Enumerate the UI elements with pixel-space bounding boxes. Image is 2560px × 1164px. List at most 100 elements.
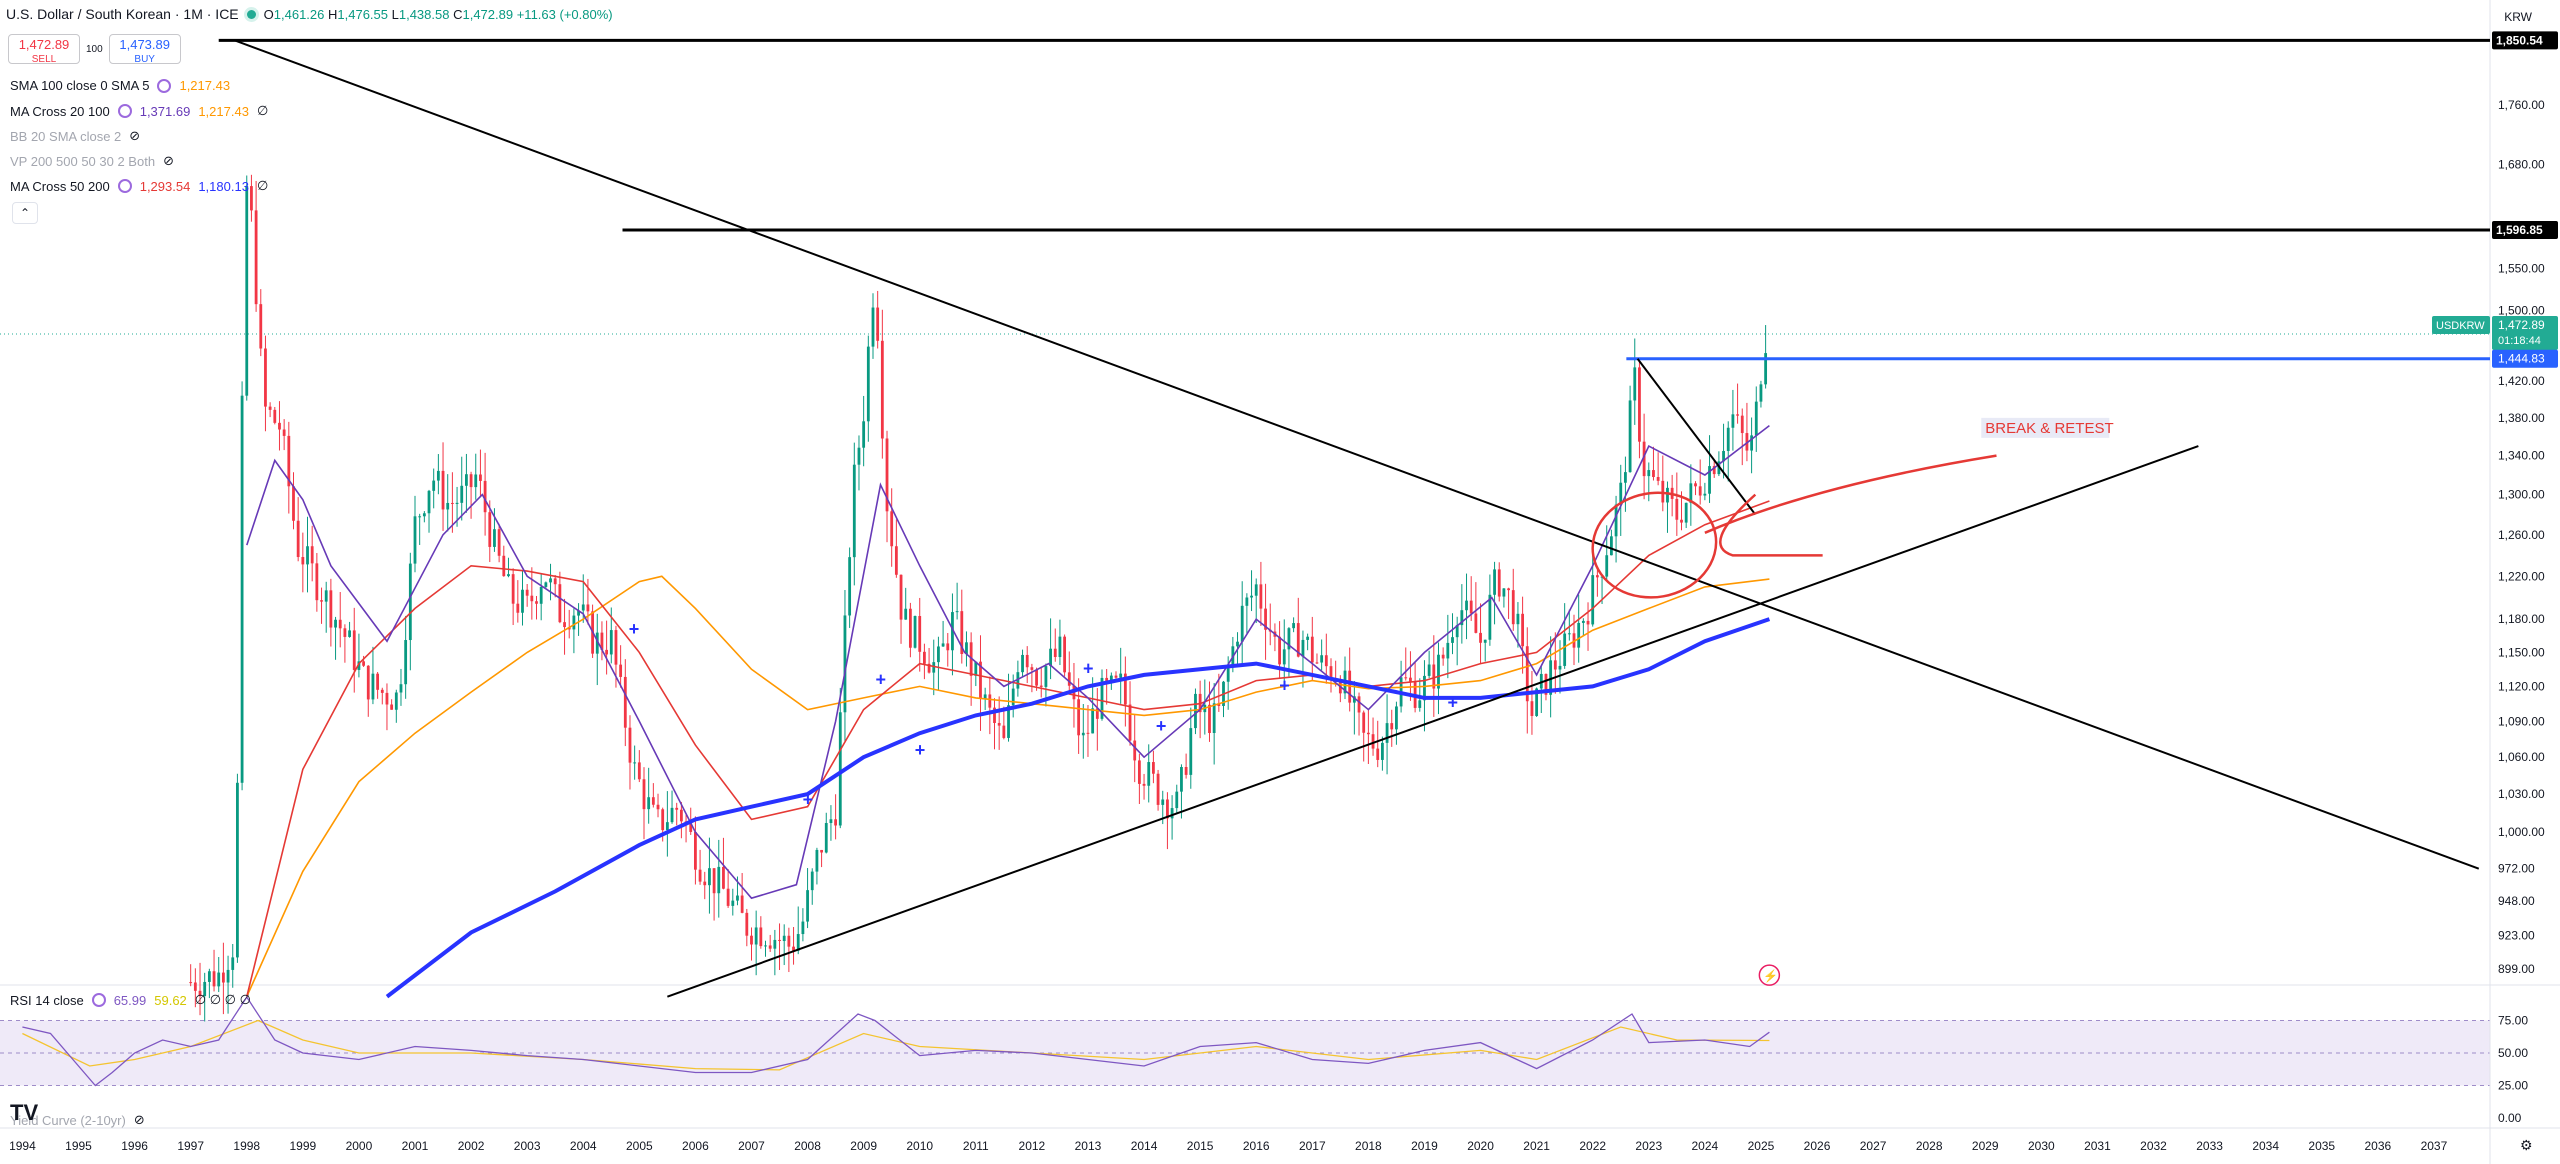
hidden-eye-icon[interactable]: ⊘ xyxy=(163,153,174,168)
candle xyxy=(731,900,735,906)
candle xyxy=(1451,637,1454,643)
time-tick-label: 2031 xyxy=(2084,1139,2111,1153)
candle xyxy=(1502,588,1506,597)
candle xyxy=(231,957,235,970)
yield-curve-legend[interactable]: Yield Curve (2-10yr) ⊘ xyxy=(10,1112,145,1128)
lightning-glyph: ⚡ xyxy=(1763,969,1778,983)
candle xyxy=(273,409,277,423)
candle xyxy=(1460,610,1464,626)
candle xyxy=(292,486,295,521)
time-tick-label: 2000 xyxy=(346,1139,373,1153)
price-tick-label: 1,060.00 xyxy=(2498,750,2545,764)
rsi-tick-label: 75.00 xyxy=(2498,1014,2528,1028)
time-tick-label: 2010 xyxy=(906,1139,933,1153)
time-tick-label: 1996 xyxy=(121,1139,148,1153)
rsi-tick-label: 50.00 xyxy=(2498,1046,2528,1060)
currency-label[interactable]: KRW xyxy=(2504,10,2532,24)
time-tick-label: 2021 xyxy=(1523,1139,1550,1153)
settings-icon[interactable] xyxy=(117,104,132,118)
settings-icon[interactable] xyxy=(157,78,172,93)
candle xyxy=(1282,649,1286,665)
candle xyxy=(306,546,309,565)
candle xyxy=(558,584,562,623)
candle xyxy=(203,981,207,997)
candle xyxy=(1479,632,1482,643)
candle xyxy=(993,707,996,723)
indicator-legend-ma-cross-50-200[interactable]: MA Cross 50 200 1,293.54 1,180.13 ∅ xyxy=(10,178,269,194)
indicator-legend-vp[interactable]: VP 200 500 50 30 2 Both ⊘ xyxy=(10,153,174,169)
time-tick-label: 2009 xyxy=(850,1139,877,1153)
time-tick-label: 2025 xyxy=(1748,1139,1775,1153)
indicator-legend-ma-cross-20-100[interactable]: MA Cross 20 100 1,371.69 1,217.43 ∅ xyxy=(10,103,269,119)
candle xyxy=(1493,569,1496,595)
price-tick-label: 948.00 xyxy=(2498,894,2535,908)
buy-button[interactable]: 1,473.89 BUY xyxy=(108,34,181,65)
candle xyxy=(441,470,445,510)
candle xyxy=(1638,367,1641,442)
candle xyxy=(623,676,627,728)
candle xyxy=(1208,704,1211,733)
indicator-legend-sma100[interactable]: SMA 100 close 0 SMA 5 1,217.43 xyxy=(10,78,231,93)
collapse-legend-button[interactable]: ⌃ xyxy=(12,202,38,224)
candle xyxy=(1563,633,1567,666)
hidden-eye-icon[interactable]: ⊘ xyxy=(129,128,141,143)
candle xyxy=(1352,696,1356,703)
change-value: +11.63 (+0.80%) xyxy=(516,6,613,22)
candle xyxy=(1544,673,1548,695)
candle xyxy=(394,692,398,710)
time-tick-label: 2015 xyxy=(1187,1139,1214,1153)
time-tick-label: 2032 xyxy=(2140,1139,2167,1153)
rsi-legend[interactable]: RSI 14 close 65.99 59.62 ∅ ∅ ∅ ∅ xyxy=(10,992,251,1008)
candle xyxy=(1624,472,1627,483)
candle xyxy=(198,990,202,997)
candle xyxy=(413,516,417,564)
candle xyxy=(1030,667,1034,670)
candle xyxy=(1689,483,1693,503)
candle xyxy=(852,464,856,558)
candle xyxy=(750,935,753,945)
candle xyxy=(768,945,772,949)
candle xyxy=(1764,353,1768,385)
candle xyxy=(296,520,300,558)
time-tick-label: 2037 xyxy=(2421,1139,2448,1153)
candle xyxy=(278,422,281,430)
cross-marker: + xyxy=(1083,658,1094,678)
settings-icon[interactable] xyxy=(91,993,106,1007)
candle xyxy=(1507,588,1510,591)
price-tick-label: 1,030.00 xyxy=(2498,787,2545,801)
time-tick-label: 1997 xyxy=(177,1139,204,1153)
candle xyxy=(1525,646,1529,702)
candle xyxy=(679,809,683,822)
candle xyxy=(511,574,515,604)
indicator-legend-bb[interactable]: BB 20 SMA close 2 ⊘ xyxy=(10,128,141,144)
candle xyxy=(614,630,618,665)
time-tick-label: 2018 xyxy=(1355,1139,1382,1153)
candle xyxy=(1371,734,1375,749)
candle xyxy=(1535,688,1539,716)
annotation-label: BREAK & RETEST xyxy=(1985,420,2113,437)
candle xyxy=(521,589,524,613)
time-tick-label: 2033 xyxy=(2196,1139,2223,1153)
candle xyxy=(1385,723,1389,743)
candle xyxy=(479,474,482,481)
candle xyxy=(376,673,380,690)
settings-icon[interactable] xyxy=(117,179,132,193)
candle xyxy=(1081,732,1085,736)
ma50-line xyxy=(246,500,1770,997)
candle xyxy=(787,935,791,947)
candle xyxy=(712,868,716,894)
sell-button[interactable]: 1,472.89 SELL xyxy=(8,34,80,65)
lightning-icon xyxy=(1758,964,1781,986)
candle xyxy=(595,632,599,654)
candle xyxy=(193,982,197,991)
symbol-title[interactable]: U.S. Dollar / South Korean · 1M · ICE xyxy=(6,6,239,22)
candle xyxy=(960,611,964,655)
price-tag-mid-bg xyxy=(2492,221,2558,240)
rsi-tick-label: 25.00 xyxy=(2498,1079,2528,1093)
candle xyxy=(1329,666,1333,681)
candle xyxy=(259,304,263,349)
time-tick-label: 1999 xyxy=(289,1139,316,1153)
candle xyxy=(1567,633,1571,635)
candle xyxy=(923,651,926,664)
